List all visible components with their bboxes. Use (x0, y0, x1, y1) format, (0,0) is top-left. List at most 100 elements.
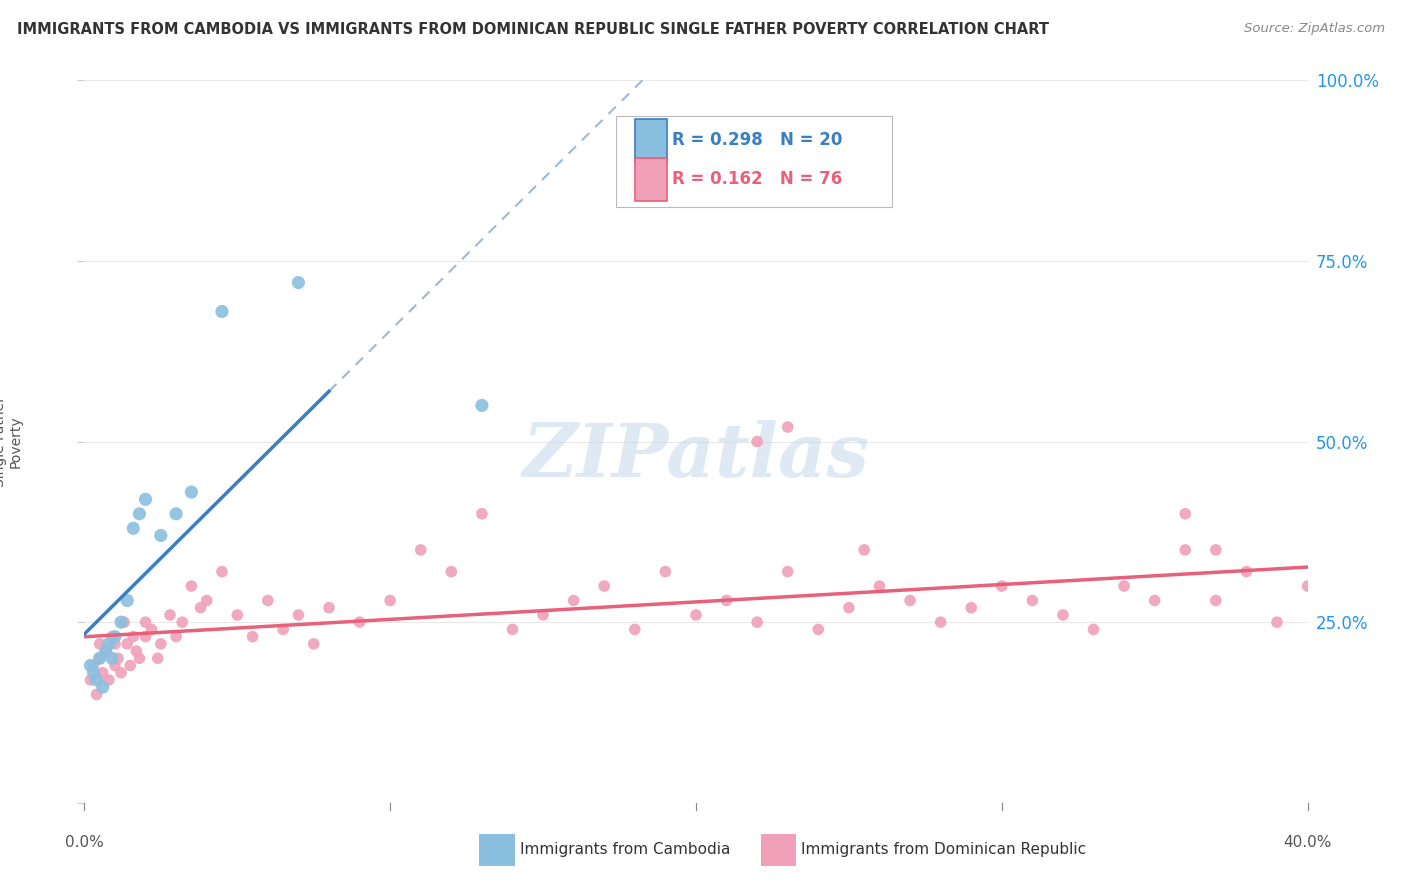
Point (257, 593, 280, 607)
Point (104, 630, 127, 644)
Point (593, 579, 616, 593)
Point (287, 276, 309, 290)
Text: R = 0.298   N = 20: R = 0.298 N = 20 (672, 131, 842, 149)
Point (89, 637, 111, 651)
Point (97, 673, 120, 687)
Point (83, 665, 105, 680)
Point (440, 565, 463, 579)
Point (380, 593, 402, 607)
FancyBboxPatch shape (616, 117, 891, 207)
Point (159, 607, 181, 622)
Point (115, 593, 138, 607)
Point (349, 615, 371, 630)
Point (1021, 593, 1043, 607)
Point (1143, 593, 1166, 607)
Point (1205, 593, 1227, 607)
Point (101, 630, 124, 644)
Point (122, 630, 145, 644)
Text: Immigrants from Cambodia: Immigrants from Cambodia (520, 842, 730, 857)
Point (838, 600, 860, 615)
Point (287, 607, 309, 622)
Text: ZIPatlas: ZIPatlas (523, 420, 869, 492)
Point (685, 607, 707, 622)
FancyBboxPatch shape (636, 158, 666, 201)
Text: 0.0%: 0.0% (65, 835, 104, 850)
Point (960, 600, 983, 615)
Point (807, 623, 830, 637)
Point (409, 542, 432, 557)
Point (1205, 542, 1227, 557)
Text: Single Father
Poverty: Single Father Poverty (0, 396, 22, 487)
Point (624, 623, 647, 637)
Point (101, 651, 124, 665)
Point (89, 651, 111, 665)
Point (1174, 507, 1197, 521)
Point (211, 565, 233, 579)
Point (83, 658, 105, 673)
Point (242, 630, 264, 644)
Point (104, 637, 127, 651)
Point (747, 434, 769, 449)
Point (318, 600, 340, 615)
Point (120, 658, 142, 673)
Point (471, 398, 494, 412)
Point (776, 565, 799, 579)
Point (146, 651, 169, 665)
Point (1265, 615, 1288, 630)
FancyBboxPatch shape (636, 119, 666, 161)
Point (122, 521, 145, 535)
Point (79, 673, 101, 687)
Point (1236, 565, 1258, 579)
Point (149, 528, 172, 542)
Point (135, 492, 157, 507)
Point (94, 644, 117, 658)
Point (1312, 665, 1334, 680)
Point (190, 600, 212, 615)
Point (94, 644, 117, 658)
Point (471, 507, 494, 521)
Point (211, 304, 233, 318)
Point (135, 630, 157, 644)
Point (271, 623, 294, 637)
Point (165, 507, 187, 521)
FancyBboxPatch shape (479, 834, 515, 865)
Point (91, 665, 114, 680)
Text: Immigrants from Dominican Republic: Immigrants from Dominican Republic (801, 842, 1087, 857)
Point (110, 615, 132, 630)
Point (125, 644, 148, 658)
Point (869, 579, 891, 593)
Point (97, 637, 120, 651)
Point (654, 565, 676, 579)
Point (776, 420, 799, 434)
Point (747, 615, 769, 630)
Point (991, 579, 1014, 593)
Point (180, 485, 202, 500)
Point (1114, 579, 1136, 593)
Point (302, 637, 325, 651)
Point (531, 607, 554, 622)
Point (141, 623, 163, 637)
Point (79, 658, 101, 673)
FancyBboxPatch shape (761, 834, 796, 865)
Point (112, 615, 135, 630)
Point (180, 579, 202, 593)
Point (195, 593, 218, 607)
Point (149, 637, 172, 651)
Point (115, 637, 138, 651)
Point (128, 651, 150, 665)
Point (86, 673, 108, 687)
Text: Source: ZipAtlas.com: Source: ZipAtlas.com (1244, 22, 1385, 36)
Point (172, 615, 194, 630)
Point (1052, 607, 1074, 622)
Point (91, 680, 114, 694)
Point (502, 623, 524, 637)
Point (104, 658, 127, 673)
Point (107, 651, 129, 665)
Point (1083, 623, 1105, 637)
Text: IMMIGRANTS FROM CAMBODIA VS IMMIGRANTS FROM DOMINICAN REPUBLIC SINGLE FATHER POV: IMMIGRANTS FROM CAMBODIA VS IMMIGRANTS F… (17, 22, 1049, 37)
Point (128, 507, 150, 521)
Point (86, 687, 108, 701)
Point (135, 615, 157, 630)
Point (929, 615, 952, 630)
Point (165, 630, 187, 644)
